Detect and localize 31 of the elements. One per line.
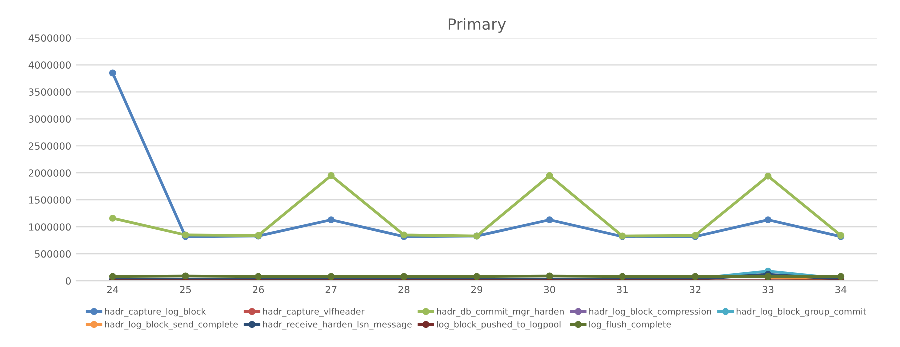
- x-tick-label: 32: [690, 286, 701, 294]
- x-tick-label: 31: [617, 286, 628, 294]
- x-tick-label: 30: [544, 286, 556, 294]
- legend-label: hadr_log_block_send_complete: [105, 321, 238, 330]
- legend-label: log_flush_complete: [590, 321, 672, 330]
- x-tick-label: 28: [398, 286, 410, 294]
- y-tick-label: 500000: [35, 250, 71, 258]
- x-tick-label: 26: [253, 286, 264, 294]
- legend-label: hadr_capture_log_block: [105, 308, 206, 317]
- x-tick-label: 27: [326, 286, 337, 294]
- x-tick-label: 29: [472, 286, 482, 294]
- chart-title: Primary: [448, 18, 506, 34]
- x-tick-label: 25: [180, 286, 192, 294]
- x-tick-label: 34: [836, 286, 847, 294]
- x-tick-label: 33: [762, 286, 774, 294]
- y-tick-label: 4000000: [28, 62, 71, 69]
- y-tick-label: 0: [66, 278, 71, 285]
- legend-label: hadr_log_block_group_commit: [736, 308, 866, 317]
- y-tick-label: 3500000: [29, 88, 71, 96]
- y-tick-label: 3000000: [29, 116, 71, 123]
- legend-label: hadr_capture_vlfheader: [263, 308, 365, 317]
- legend-label: hadr_log_block_compression: [590, 308, 712, 317]
- x-tick-label: 24: [107, 286, 119, 294]
- legend-label: hadr_db_commit_mgr_harden: [437, 308, 564, 317]
- y-tick-label: 1500000: [29, 196, 71, 204]
- legend-label: hadr_receive_harden_lsn_message: [263, 321, 412, 330]
- legend-label: log_block_pushed_to_logpool: [437, 321, 561, 330]
- y-tick-label: 2500000: [29, 142, 71, 150]
- y-tick-label: 2000000: [29, 170, 71, 177]
- y-tick-label: 1000000: [29, 224, 71, 231]
- y-tick-label: 4500000: [28, 34, 71, 42]
